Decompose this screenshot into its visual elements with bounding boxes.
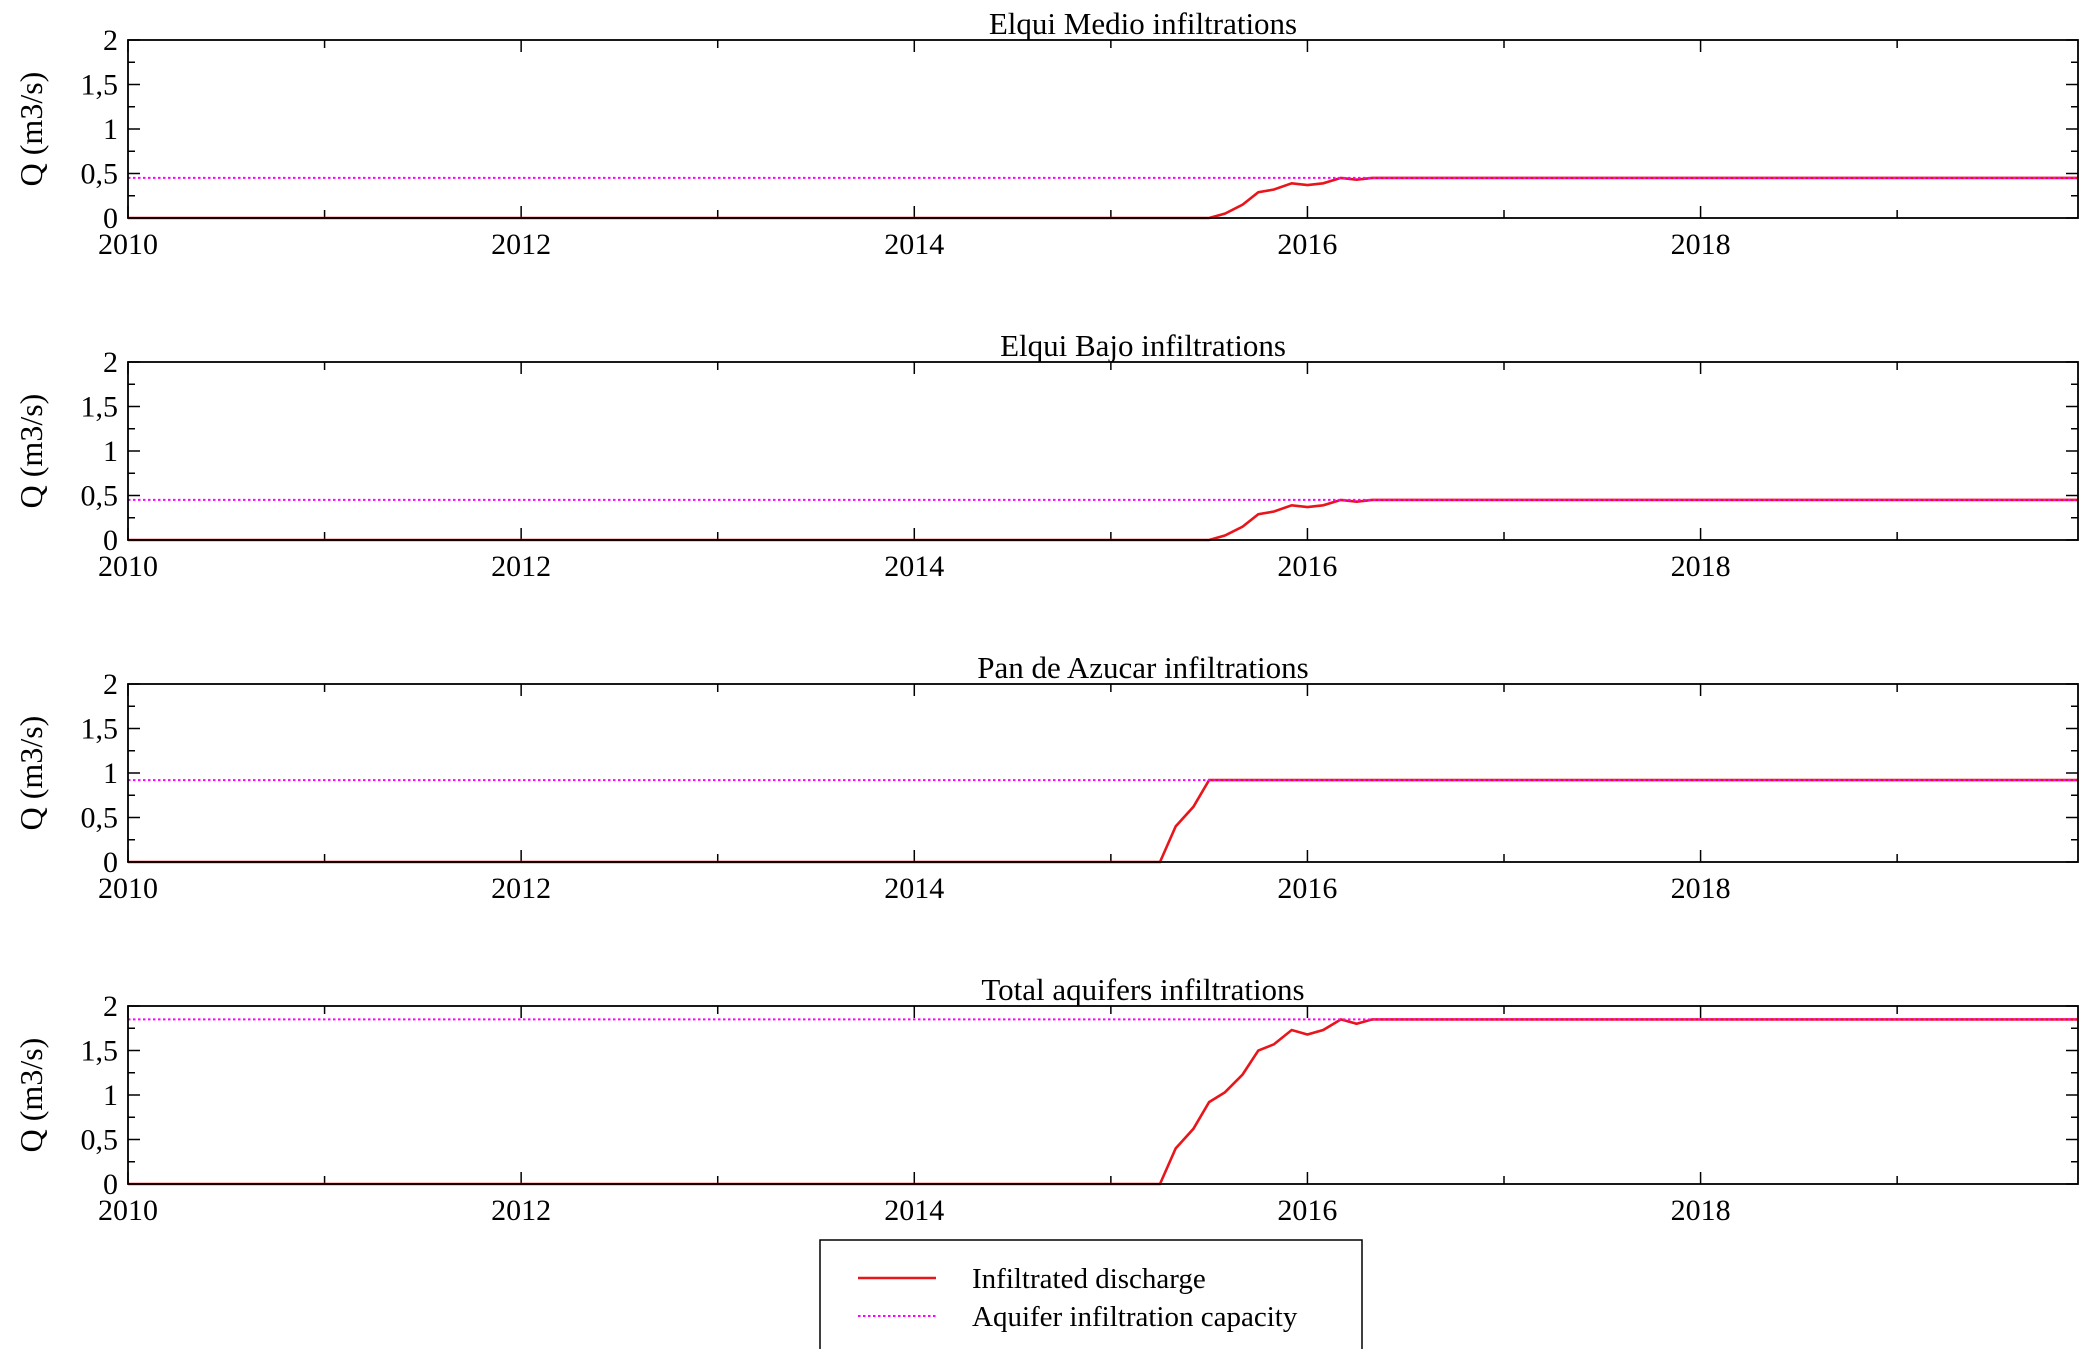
- y-tick-label: 1,5: [81, 69, 119, 102]
- y-tick-label: 1,5: [81, 1035, 119, 1068]
- y-tick-label: 0,5: [81, 480, 119, 513]
- y-axis-label: Q (m3/s): [13, 1038, 49, 1153]
- y-tick-label: 2: [103, 990, 118, 1023]
- legend-label: Infiltrated discharge: [972, 1263, 1206, 1295]
- y-tick-label: 1: [103, 435, 118, 468]
- chart-title: Elqui Bajo infiltrations: [1000, 328, 1286, 363]
- x-tick-label: 2012: [491, 872, 551, 905]
- x-tick-label: 2018: [1671, 550, 1731, 583]
- x-tick-label: 2012: [491, 550, 551, 583]
- chart-title: Total aquifers infiltrations: [981, 972, 1304, 1007]
- x-tick-label: 2014: [884, 872, 944, 905]
- y-tick-label: 2: [103, 24, 118, 57]
- y-tick-label: 1: [103, 757, 118, 790]
- y-tick-label: 2: [103, 668, 118, 701]
- y-tick-label: 0,5: [81, 158, 119, 191]
- y-tick-label: 1,5: [81, 713, 119, 746]
- y-axis-label: Q (m3/s): [13, 394, 49, 509]
- y-tick-label: 0,5: [81, 802, 119, 835]
- y-tick-label: 1: [103, 113, 118, 146]
- x-tick-label: 2012: [491, 1194, 551, 1227]
- x-tick-label: 2018: [1671, 228, 1731, 261]
- y-axis-label: Q (m3/s): [13, 716, 49, 831]
- y-tick-label: 0: [103, 846, 118, 879]
- x-tick-label: 2018: [1671, 1194, 1731, 1227]
- y-tick-label: 0,5: [81, 1124, 119, 1157]
- x-tick-label: 2016: [1277, 228, 1337, 261]
- x-tick-label: 2016: [1277, 1194, 1337, 1227]
- x-tick-label: 2016: [1277, 872, 1337, 905]
- x-tick-label: 2016: [1277, 550, 1337, 583]
- y-tick-label: 1,5: [81, 391, 119, 424]
- y-tick-label: 0: [103, 1168, 118, 1201]
- chart-title: Elqui Medio infiltrations: [989, 6, 1297, 41]
- legend: Infiltrated discharge Aquifer infiltratio…: [820, 1240, 1362, 1349]
- x-tick-label: 2018: [1671, 872, 1731, 905]
- legend-label: Aquifer infiltration capacity: [972, 1301, 1298, 1333]
- y-tick-label: 1: [103, 1079, 118, 1112]
- y-tick-label: 0: [103, 202, 118, 235]
- x-tick-label: 2014: [884, 228, 944, 261]
- y-tick-label: 2: [103, 346, 118, 379]
- y-axis-label: Q (m3/s): [13, 72, 49, 187]
- x-tick-label: 2012: [491, 228, 551, 261]
- y-tick-label: 0: [103, 524, 118, 557]
- x-tick-label: 2014: [884, 1194, 944, 1227]
- chart-title: Pan de Azucar infiltrations: [977, 650, 1308, 685]
- x-tick-label: 2014: [884, 550, 944, 583]
